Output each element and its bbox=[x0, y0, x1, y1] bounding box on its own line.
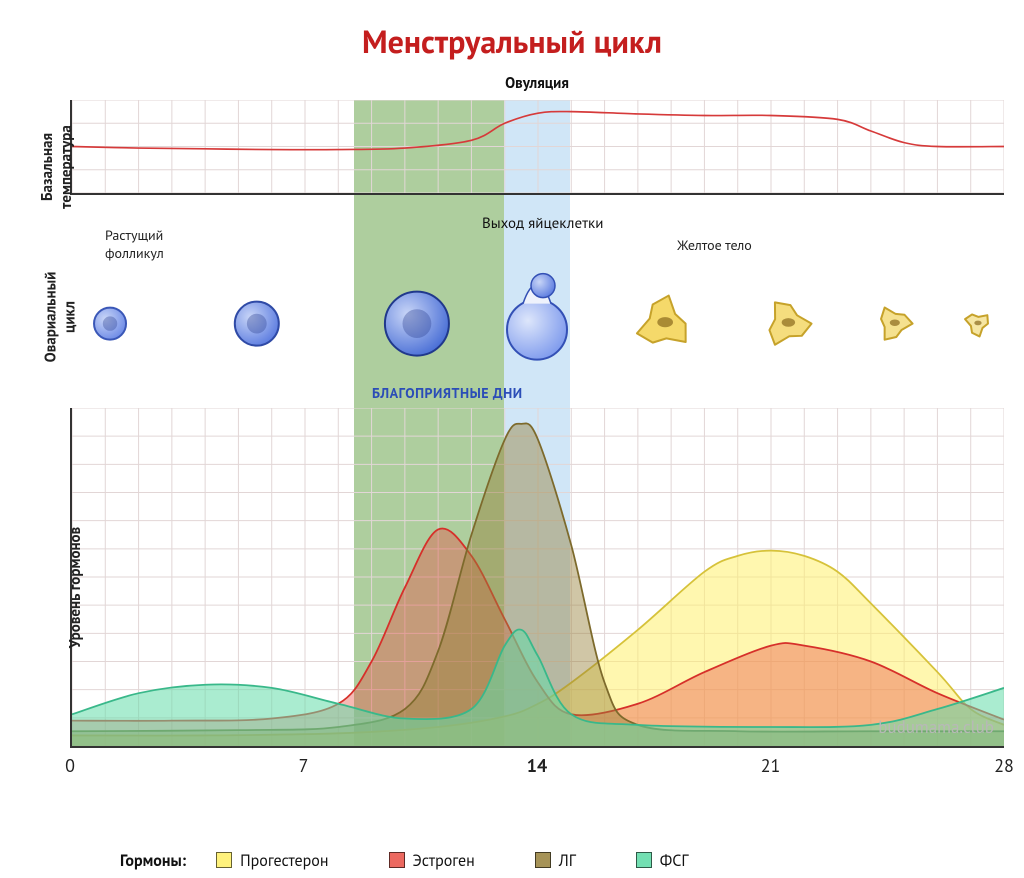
favorable-days-label: БЛАГОПРИЯТНЫЕ ДНИ bbox=[372, 384, 523, 402]
corpus-luteum-label: Желтое тело bbox=[677, 236, 752, 254]
hormone-legend: Гормоны: Прогестерон Эстроген ЛГ ФСГ bbox=[120, 850, 1004, 872]
ylabel-temp: Базальная температура bbox=[38, 125, 76, 209]
basal-temp-panel: 37℃ 36℃ bbox=[70, 100, 1004, 195]
egg-release-label: Выход яйцеклетки bbox=[482, 214, 603, 233]
x-tick-7: 7 bbox=[299, 754, 309, 777]
legend-item: Эстроген bbox=[389, 851, 475, 871]
legend-item: ФСГ bbox=[636, 851, 689, 871]
ovulation-label: Овуляция bbox=[505, 74, 569, 93]
legend-item: ЛГ bbox=[535, 851, 576, 871]
x-tick-21: 21 bbox=[761, 754, 781, 777]
ylabel-ovarian: Овариальный цикл bbox=[41, 272, 79, 363]
ylabel-hormones: Уровень гормонов bbox=[66, 527, 85, 648]
x-axis-ticks: 07142128 bbox=[70, 754, 1004, 780]
legend-label: Гормоны: bbox=[120, 851, 186, 871]
ovarian-panel: Растущий фолликул Выход яйцеклетки Желто… bbox=[70, 218, 1004, 378]
x-tick-14: 14 bbox=[527, 754, 547, 777]
legend-swatch bbox=[389, 852, 405, 868]
growing-follicle-label: Растущий фолликул bbox=[105, 226, 164, 262]
legend-swatch bbox=[636, 852, 652, 868]
legend-item: Прогестерон bbox=[216, 851, 328, 871]
chart-stage: Овуляция 37℃ 36℃ Базальная температура Р… bbox=[70, 78, 1004, 818]
hormone-panel: budumama.club bbox=[70, 408, 1004, 748]
legend-swatch bbox=[216, 852, 232, 868]
page-title: Менструальный цикл bbox=[0, 0, 1024, 74]
x-tick-28: 28 bbox=[994, 754, 1014, 777]
watermark: budumama.club bbox=[878, 716, 994, 738]
x-tick-0: 0 bbox=[65, 754, 75, 777]
legend-swatch bbox=[535, 852, 551, 868]
